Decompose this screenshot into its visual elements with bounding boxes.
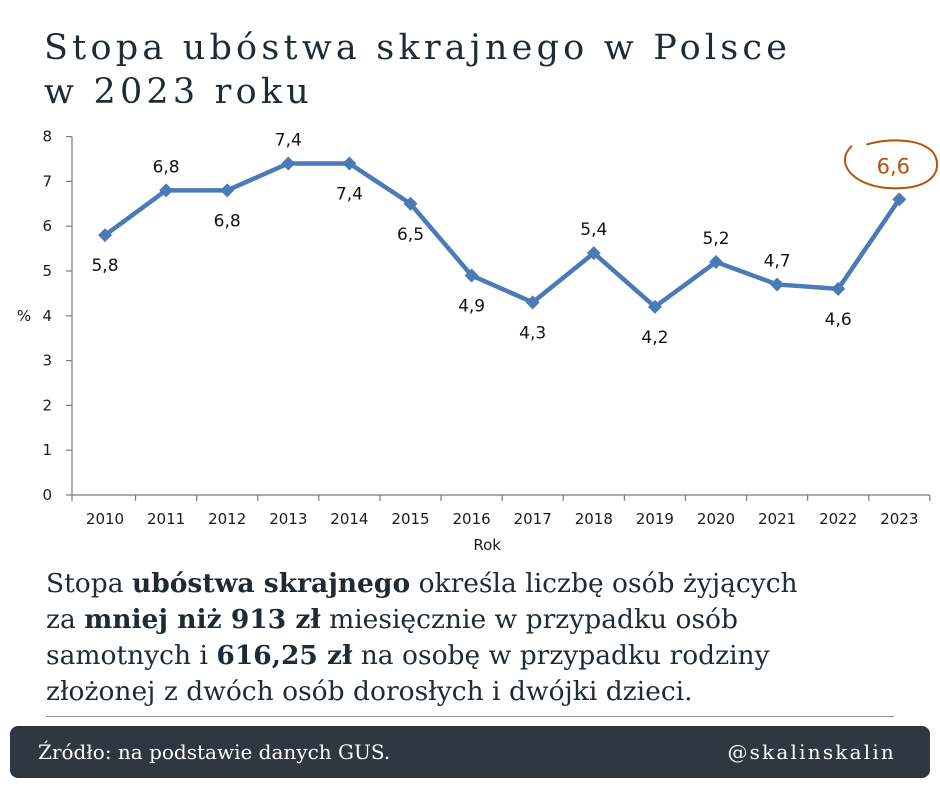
y-tick-label: 5 bbox=[42, 262, 52, 280]
data-point bbox=[403, 196, 418, 211]
data-point bbox=[98, 228, 112, 243]
description-line4: złożonej z dwóch osób dorosłych i dwójki… bbox=[46, 676, 693, 707]
data-label: 7,4 bbox=[275, 130, 302, 150]
highlight-circle bbox=[844, 139, 939, 190]
author-handle: @skalinskalin bbox=[727, 740, 896, 764]
x-tick-label: 2022 bbox=[819, 510, 857, 528]
data-point bbox=[892, 192, 907, 207]
x-tick-label: 2019 bbox=[636, 510, 674, 528]
data-label: 4,3 bbox=[519, 323, 546, 343]
y-tick-label: 2 bbox=[42, 396, 52, 414]
data-label: 5,8 bbox=[91, 256, 118, 276]
data-point bbox=[281, 156, 296, 171]
data-label: 7,4 bbox=[336, 184, 363, 204]
y-tick-label: 7 bbox=[42, 172, 52, 190]
x-tick-label: 2017 bbox=[514, 510, 552, 528]
data-point bbox=[586, 246, 601, 261]
y-tick-label: 6 bbox=[42, 217, 52, 235]
y-tick-label: 1 bbox=[42, 441, 52, 459]
data-label: 6,8 bbox=[153, 157, 180, 177]
footer-bar: Źródło: na podstawie danych GUS. @skalin… bbox=[10, 726, 930, 778]
data-point bbox=[220, 183, 235, 198]
chart-title: Stopa ubóstwa skrajnego w Polsce w 2023 … bbox=[44, 26, 904, 114]
divider bbox=[46, 716, 894, 717]
x-axis-label: Rok bbox=[473, 536, 501, 554]
highlight-label: 6,6 bbox=[877, 154, 910, 178]
x-tick-label: 2013 bbox=[269, 510, 307, 528]
data-point bbox=[464, 268, 479, 283]
y-tick-label: 3 bbox=[42, 352, 52, 370]
y-axis-label: % bbox=[17, 307, 31, 325]
data-line bbox=[103, 161, 902, 310]
data-label: 4,9 bbox=[458, 296, 485, 316]
description-line3: samotnych i 616,25 zł na osobę w przypad… bbox=[46, 640, 770, 671]
x-tick-label: 2018 bbox=[575, 510, 613, 528]
data-label: 6,5 bbox=[397, 225, 424, 245]
data-label: 6,8 bbox=[214, 211, 241, 231]
data-point bbox=[342, 156, 357, 171]
y-tick-label: 4 bbox=[42, 307, 52, 325]
data-label: 4,7 bbox=[764, 251, 791, 271]
x-tick-label: 2015 bbox=[391, 510, 429, 528]
y-tick-label: 8 bbox=[42, 128, 52, 146]
data-point bbox=[831, 281, 846, 296]
data-label: 5,4 bbox=[580, 220, 607, 240]
description-line1: Stopa ubóstwa skrajnego określa liczbę o… bbox=[46, 568, 798, 599]
x-tick-label: 2016 bbox=[453, 510, 491, 528]
x-tick-label: 2011 bbox=[147, 510, 185, 528]
data-label: 5,2 bbox=[702, 229, 729, 249]
description-line2: za mniej niż 913 zł miesięcznie w przypa… bbox=[46, 604, 738, 635]
x-tick-label: 2012 bbox=[208, 510, 246, 528]
data-label: 4,6 bbox=[825, 310, 852, 330]
x-tick-label: 2020 bbox=[697, 510, 735, 528]
x-tick-label: 2023 bbox=[880, 510, 918, 528]
y-tick-label: 0 bbox=[42, 486, 52, 504]
line-chart: 0 1 2 3 4 5 6 7 8% 2010 2011 2012 2013 2014 2015 2016 20… bbox=[17, 128, 939, 554]
source-text: Źródło: na podstawie danych GUS. bbox=[38, 740, 391, 764]
x-tick-label: 2010 bbox=[86, 510, 124, 528]
data-label: 4,2 bbox=[641, 328, 668, 348]
x-tick-label: 2014 bbox=[330, 510, 368, 528]
chart-title-line1: Stopa ubóstwa skrajnego w Polsce bbox=[44, 28, 792, 68]
x-tick-label: 2021 bbox=[758, 510, 796, 528]
data-point bbox=[525, 295, 540, 310]
data-point bbox=[159, 183, 174, 198]
chart-title-line2: w 2023 roku bbox=[44, 72, 314, 112]
data-point bbox=[770, 277, 785, 292]
description: Stopa ubóstwa skrajnego określa liczbę o… bbox=[46, 566, 906, 710]
data-point bbox=[647, 299, 662, 314]
